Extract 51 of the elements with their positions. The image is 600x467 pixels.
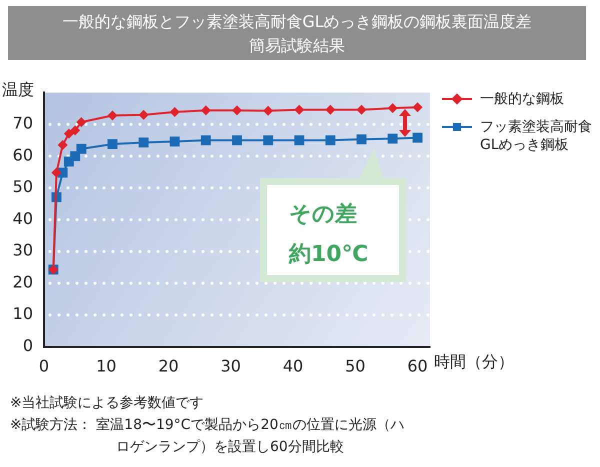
point [263,106,274,116]
legend-label: フッ素塗装高耐食 GLめっき鋼板 [480,118,592,154]
text: ※当社試験による参考数値です [10,394,205,413]
x-tick-label: 20 [158,356,179,376]
y-tick-label: 0 [22,336,33,355]
y-tick-label: 30 [12,240,33,260]
point [388,134,398,144]
point [412,102,423,112]
point [70,125,80,136]
y-tick-label: 40 [12,208,33,228]
y-tick-label: 70 [12,114,33,133]
point [51,168,62,178]
point [76,144,86,154]
y-tick-label: 10 [12,304,33,324]
point [64,128,74,139]
point [138,110,149,120]
point [200,135,211,146]
annotation: その差約10℃ [260,178,406,282]
x-axis-title: 時間（分） [434,352,514,373]
y-tick-label: 50 [12,177,33,196]
y-tick-label: 60 [12,145,33,164]
x-tick-label: 50 [345,356,366,376]
x-tick-label: 10 [96,356,116,376]
y-axis-title: 温度 [2,80,34,101]
x-tick-label: 40 [282,356,304,376]
point [294,104,304,115]
x-tick-label: 30 [220,356,241,376]
point [170,106,180,117]
point [232,105,242,116]
point [388,103,398,114]
text: ※試験方法： 室温18〜19°Cで製品から20㎝の位置に光源（ハロゲンランプ）を設置し60分間比較 [10,416,406,457]
x-tick-label: 0 [38,356,50,376]
legend-label: 一般的な鋼板 [480,90,564,108]
point [325,135,336,146]
point [356,104,367,115]
point [107,110,118,120]
point [76,117,86,128]
point [325,104,336,115]
point [200,105,211,116]
point [263,135,274,146]
point [412,132,422,143]
point [108,139,118,150]
point [138,138,149,148]
y-tick-label: 20 [12,272,33,292]
point [58,140,68,150]
x-tick-label: 60 [407,356,428,376]
chart-title: 一般的な鋼板とフッ素塗装高耐食GLめっき鋼板の鋼板裏面温度差簡易試験結果 [8,6,586,60]
point [232,135,242,146]
point [356,134,366,144]
point [170,136,180,146]
point [294,135,304,146]
